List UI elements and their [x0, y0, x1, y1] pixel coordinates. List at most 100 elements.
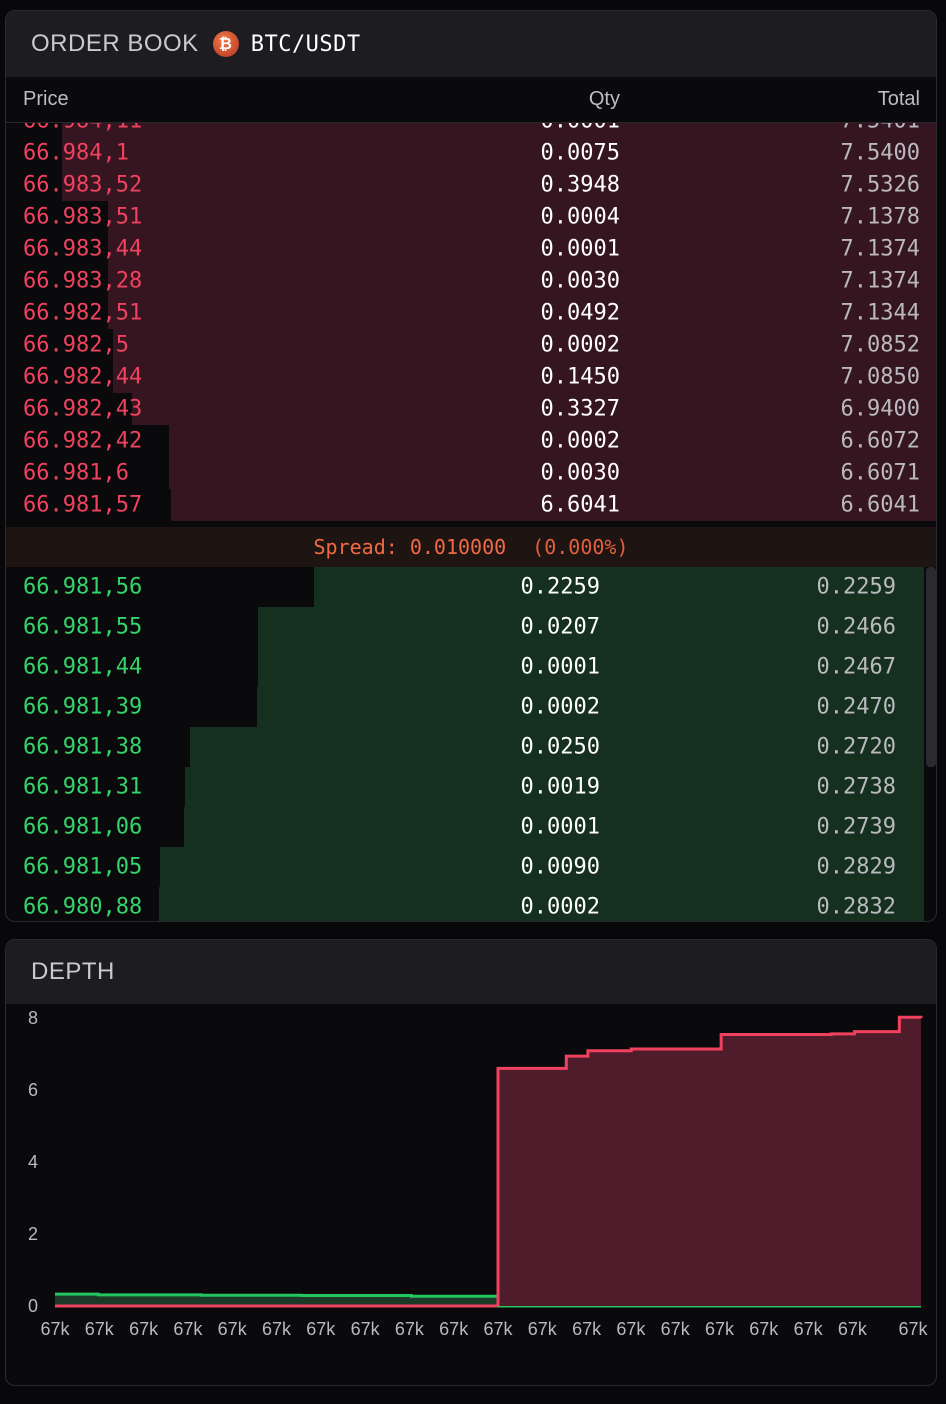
column-price: Price [23, 88, 69, 110]
price: 66.984,1 [23, 140, 129, 166]
depth-bar [314, 567, 924, 607]
depth-bar [61, 169, 936, 201]
depth-bar [170, 489, 936, 521]
depth-bar [257, 647, 924, 687]
price: 66.983,51 [23, 204, 143, 230]
total: 0.2738 [816, 774, 896, 800]
ask-row[interactable]: 66.982,42 0.0002 6.6072 [6, 425, 936, 457]
qty: 0.0030 [540, 460, 620, 486]
x-tick-label: 67k [528, 1319, 558, 1339]
price: 66.984,11 [23, 123, 142, 134]
y-tick-label: 4 [28, 1152, 38, 1172]
depth-bar [189, 727, 924, 767]
price: 66.981,38 [23, 734, 143, 760]
price: 66.982,51 [23, 300, 143, 326]
ask-row[interactable]: 66.982,51 0.0492 7.1344 [6, 297, 936, 329]
bid-row[interactable]: 66.981,31 0.0019 0.2738 [6, 767, 924, 807]
total: 0.2829 [816, 854, 896, 880]
ask-row[interactable]: 66.983,51 0.0004 7.1378 [6, 201, 936, 233]
x-tick-label: 67k [40, 1319, 70, 1339]
qty: 0.0207 [520, 614, 600, 640]
asks-list[interactable]: 66.984,11 0.0001 7.5401 66.984,1 0.0075 … [6, 123, 936, 527]
total: 7.1344 [840, 300, 920, 326]
trading-pair[interactable]: BTC/USDT [250, 31, 361, 57]
order-book-title: ORDER BOOK [31, 30, 199, 57]
x-tick-label: 67k [439, 1319, 469, 1339]
bid-row[interactable]: 66.981,05 0.0090 0.2829 [6, 847, 924, 887]
price: 66.981,44 [23, 654, 143, 680]
depth-bar [160, 847, 924, 887]
x-tick-label: 67k [705, 1319, 735, 1339]
ask-row[interactable]: 66.983,28 0.0030 7.1374 [6, 265, 936, 297]
depth-bar [258, 607, 924, 647]
qty: 0.3948 [540, 172, 620, 198]
bid-row[interactable]: 66.981,56 0.2259 0.2259 [6, 567, 924, 607]
order-book-header: ORDER BOOK ₿ BTC/USDT [6, 11, 936, 77]
qty: 0.0001 [520, 654, 600, 680]
y-tick-label: 8 [28, 1008, 38, 1028]
total: 6.6071 [840, 460, 920, 486]
ask-row[interactable]: 66.982,43 0.3327 6.9400 [6, 393, 936, 425]
spread-percent: (0.000%) [532, 535, 629, 559]
bids-line [55, 1292, 498, 1298]
depth-bar [61, 123, 936, 137]
qty: 0.0004 [540, 204, 620, 230]
x-tick-label: 67k [616, 1319, 646, 1339]
depth-bar [108, 201, 936, 233]
depth-bar [61, 137, 936, 169]
qty: 0.0030 [540, 268, 620, 294]
qty: 0.0001 [520, 814, 600, 840]
ask-row[interactable]: 66.983,52 0.3948 7.5326 [6, 169, 936, 201]
bid-row[interactable]: 66.981,39 0.0002 0.2470 [6, 687, 924, 727]
x-tick-label: 67k [218, 1319, 248, 1339]
total: 7.1374 [840, 236, 920, 262]
total: 0.2832 [816, 894, 896, 920]
ask-row[interactable]: 66.982,44 0.1450 7.0850 [6, 361, 936, 393]
ask-row[interactable]: 66.982,5 0.0002 7.0852 [6, 329, 936, 361]
qty: 0.2259 [520, 574, 600, 600]
total: 7.0852 [840, 332, 920, 358]
bid-row[interactable]: 66.981,38 0.0250 0.2720 [6, 727, 924, 767]
x-tick-label: 67k [898, 1319, 928, 1339]
depth-bar [131, 393, 936, 425]
total: 7.5401 [841, 123, 920, 134]
total: 0.2259 [816, 574, 896, 600]
bids-list[interactable]: 66.981,56 0.2259 0.2259 66.981,55 0.0207… [6, 567, 924, 921]
price: 66.982,5 [23, 332, 129, 358]
depth-chart: 0 2 4 6 8 67k 67k 67k 67k 67k 67k 67k 67k 67k 67k 67k 67… [28, 1008, 929, 1339]
price: 66.982,42 [23, 428, 143, 454]
qty: 0.0001 [540, 236, 620, 262]
bids-area [55, 1294, 498, 1306]
x-tick-label: 67k [483, 1319, 513, 1339]
bid-row[interactable]: 66.981,55 0.0207 0.2466 [6, 607, 924, 647]
x-tick-label: 67k [572, 1319, 602, 1339]
x-tick-label: 67k [794, 1319, 824, 1339]
x-tick-label: 67k [262, 1319, 292, 1339]
qty: 0.0002 [520, 694, 600, 720]
qty: 0.0075 [540, 140, 620, 166]
total: 6.9400 [840, 396, 920, 422]
ask-row[interactable]: 66.983,44 0.0001 7.1374 [6, 233, 936, 265]
bid-row[interactable]: 66.981,06 0.0001 0.2739 [6, 807, 924, 847]
price: 66.981,05 [23, 854, 143, 880]
depth-header: DEPTH [6, 940, 936, 1004]
total: 7.5326 [840, 172, 920, 198]
price: 66.981,31 [23, 774, 143, 800]
depth-bar [108, 265, 936, 297]
depth-bar [112, 361, 936, 393]
bids-scrollbar[interactable] [926, 567, 936, 767]
qty: 0.0001 [541, 123, 620, 134]
bitcoin-icon: ₿ [212, 31, 239, 57]
ask-row[interactable]: 66.981,6 0.0030 6.6071 [6, 457, 936, 489]
total: 7.1378 [840, 204, 920, 230]
ask-row[interactable]: 66.984,11 0.0001 7.5401 [6, 123, 936, 137]
ask-row[interactable]: 66.981,57 6.6041 6.6041 [6, 489, 936, 521]
price: 66.981,6 [23, 460, 129, 486]
qty: 0.0250 [520, 734, 600, 760]
bid-row[interactable]: 66.980,88 0.0002 0.2832 [6, 887, 924, 921]
depth-panel: DEPTH 0 2 4 6 8 67k 67k 67k 67k 67k 67k 67k 67k 67k 67… [5, 939, 937, 1386]
x-tick-label: 67k [129, 1319, 159, 1339]
ask-row[interactable]: 66.984,1 0.0075 7.5400 [6, 137, 936, 169]
bid-row[interactable]: 66.981,44 0.0001 0.2467 [6, 647, 924, 687]
qty: 0.3327 [540, 396, 620, 422]
